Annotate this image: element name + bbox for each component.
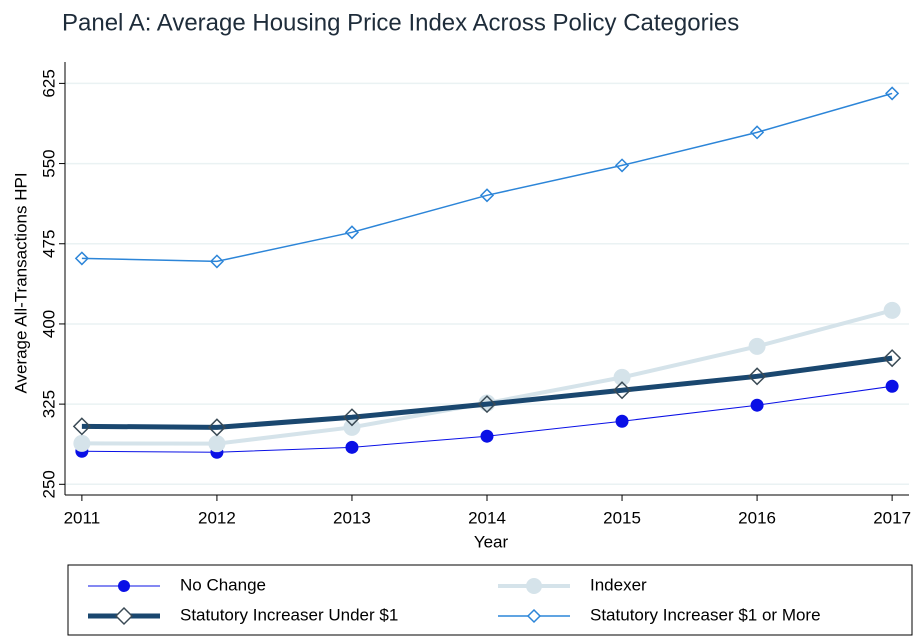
x-tick-label: 2017 [873, 508, 911, 527]
point [614, 158, 630, 173]
series-line [81, 355, 893, 430]
point [479, 188, 495, 203]
y-tick-label: 625 [39, 69, 58, 97]
point [748, 337, 766, 355]
point [885, 379, 899, 393]
point [612, 381, 632, 400]
point [883, 349, 902, 368]
legend-marker [526, 608, 542, 624]
point [345, 440, 359, 454]
legend-label: Statutory Increaser $1 or More [590, 605, 821, 624]
point [74, 251, 89, 266]
x-tick-label: 2015 [603, 508, 641, 527]
point [207, 418, 226, 437]
point [208, 435, 226, 453]
point [477, 395, 497, 414]
x-tick-label: 2013 [333, 508, 371, 527]
legend-box [67, 564, 913, 636]
legend-marker [526, 578, 542, 594]
x-tick-label: 2012 [198, 508, 236, 527]
y-tick-label: 325 [39, 390, 58, 418]
legend-label: Statutory Increaser Under $1 [180, 605, 398, 624]
legend-label: No Change [180, 575, 266, 594]
point [342, 408, 362, 427]
legend-label: Indexer [590, 575, 647, 594]
point [748, 367, 767, 386]
point [750, 125, 765, 140]
point [750, 398, 764, 412]
y-axis-label: Average All-Transactions HPI [11, 172, 30, 393]
point [72, 417, 91, 436]
x-axis-label: Year [474, 532, 509, 551]
chart-title: Panel A: Average Housing Price Index Acr… [62, 9, 739, 36]
point [615, 414, 629, 428]
y-tick-label: 475 [39, 230, 58, 258]
x-tick-label: 2011 [64, 508, 101, 527]
x-tick-label: 2016 [738, 508, 776, 527]
y-tick-label: 400 [39, 310, 58, 338]
y-tick-label: 550 [39, 149, 58, 177]
legend-marker [118, 580, 130, 592]
y-tick-label: 250 [39, 470, 58, 498]
point [883, 301, 901, 319]
x-tick-label: 2014 [468, 508, 506, 527]
point [209, 254, 224, 269]
series-line [81, 92, 893, 263]
point [344, 225, 360, 240]
point [480, 429, 494, 443]
point [885, 86, 900, 101]
legend-marker [114, 606, 134, 626]
point [73, 434, 91, 452]
point [613, 368, 631, 386]
